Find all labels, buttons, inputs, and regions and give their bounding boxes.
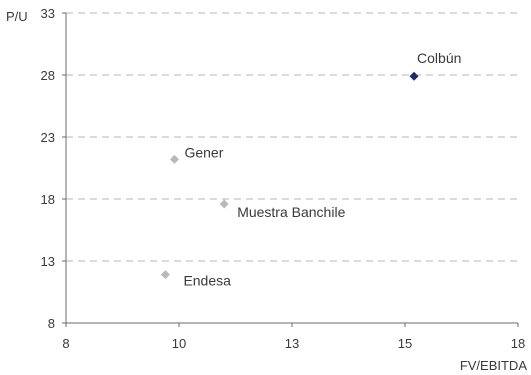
x-tick-label: 13 xyxy=(285,336,299,351)
x-tick-label: 18 xyxy=(511,336,525,351)
y-tick-label: 23 xyxy=(41,130,55,145)
point-label-endesa: Endesa xyxy=(183,273,231,289)
y-tick-label: 28 xyxy=(41,68,55,83)
y-tick-label: 33 xyxy=(41,6,55,21)
y-tick-label: 8 xyxy=(48,316,55,331)
tick-labels: 8 13 18 23 28 33 8 10 13 15 18 xyxy=(41,6,526,351)
data-point-endesa xyxy=(160,270,170,280)
data-points xyxy=(160,71,419,280)
y-axis-label: P/U xyxy=(6,9,28,24)
x-tick-label: 8 xyxy=(62,336,69,351)
grid-lines xyxy=(66,12,518,262)
x-tick-label: 15 xyxy=(398,336,412,351)
data-point-colb-n xyxy=(409,71,419,81)
point-labels: Colbún Gener Muestra Banchile Endesa xyxy=(183,50,461,288)
y-tick-label: 13 xyxy=(41,254,55,269)
point-label-muestra-banchile: Muestra Banchile xyxy=(237,204,345,220)
data-point-muestra-banchile xyxy=(219,199,229,209)
data-point-gener xyxy=(169,154,179,164)
axes xyxy=(62,12,519,327)
y-tick-label: 18 xyxy=(41,192,55,207)
point-label-gener: Gener xyxy=(184,144,223,160)
x-axis-label: FV/EBITDA xyxy=(460,358,528,373)
x-tick-label: 10 xyxy=(172,336,186,351)
point-label-colb-n: Colbún xyxy=(417,50,461,66)
